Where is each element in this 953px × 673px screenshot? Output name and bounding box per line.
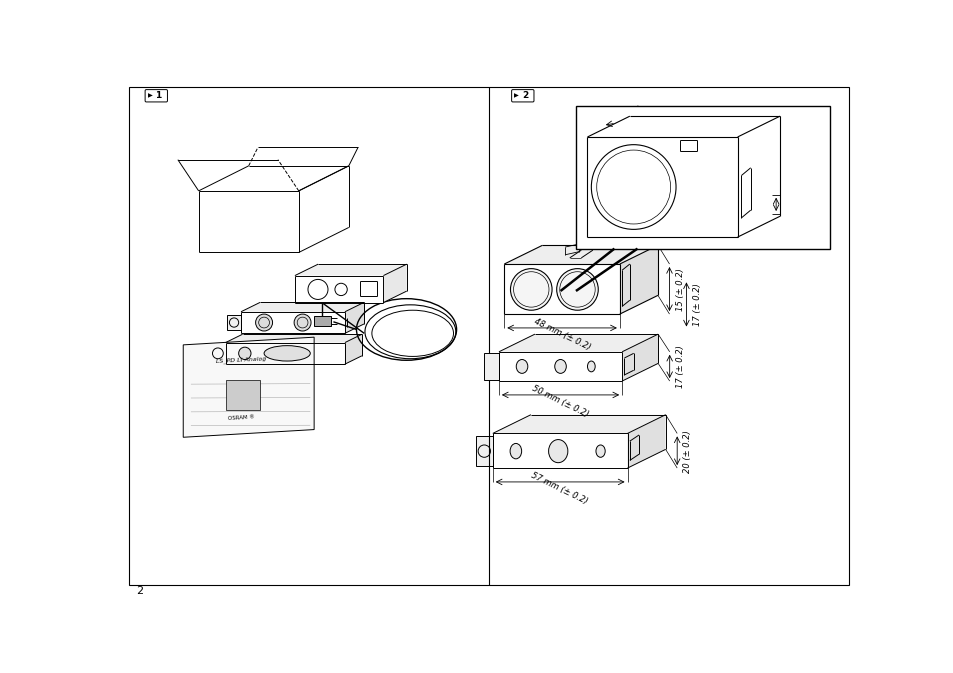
Text: ▶: ▶	[514, 94, 518, 98]
Text: 17 (± 0.2): 17 (± 0.2)	[692, 283, 701, 326]
Polygon shape	[493, 433, 627, 468]
FancyBboxPatch shape	[314, 316, 331, 326]
Ellipse shape	[555, 359, 566, 374]
Text: o: o	[302, 277, 306, 282]
Polygon shape	[627, 415, 665, 468]
Polygon shape	[493, 415, 665, 433]
Circle shape	[557, 269, 598, 310]
Text: OSRAM ®: OSRAM ®	[227, 415, 254, 421]
Text: 2: 2	[521, 92, 528, 100]
Polygon shape	[225, 343, 345, 364]
Polygon shape	[619, 246, 658, 314]
Text: LS_PD LI Analog: LS_PD LI Analog	[215, 356, 266, 364]
Bar	[483, 353, 498, 380]
Polygon shape	[504, 264, 619, 314]
Text: 1,8 mm: 1,8 mm	[781, 189, 798, 220]
Polygon shape	[345, 334, 361, 364]
Text: □: □	[352, 264, 356, 269]
Text: 2: 2	[135, 586, 143, 596]
Polygon shape	[294, 275, 383, 303]
Text: 48 mm (± 0.2): 48 mm (± 0.2)	[532, 316, 591, 352]
Text: 57 mm (± 0.2): 57 mm (± 0.2)	[530, 470, 589, 505]
Text: 1: 1	[155, 92, 162, 100]
Ellipse shape	[264, 346, 310, 361]
Polygon shape	[225, 334, 361, 343]
Ellipse shape	[587, 361, 595, 371]
Polygon shape	[498, 352, 621, 381]
Text: 1,9 mm: 1,9 mm	[612, 103, 642, 125]
Text: 50 mm (± 0.2): 50 mm (± 0.2)	[530, 384, 590, 419]
Text: ▶: ▶	[148, 94, 152, 98]
Bar	[210, 345, 225, 362]
Text: 20 (± 0.2): 20 (± 0.2)	[682, 429, 692, 472]
Text: 17 (± 0.2): 17 (± 0.2)	[676, 345, 684, 388]
Bar	[225, 380, 260, 411]
Circle shape	[294, 314, 311, 331]
Polygon shape	[294, 264, 406, 275]
Bar	[476, 435, 493, 466]
Circle shape	[510, 269, 552, 310]
Ellipse shape	[516, 359, 527, 374]
Text: 15 (± 0.2): 15 (± 0.2)	[675, 268, 684, 311]
Ellipse shape	[238, 347, 251, 359]
Polygon shape	[345, 302, 364, 333]
Polygon shape	[183, 337, 314, 437]
Polygon shape	[504, 246, 658, 264]
Polygon shape	[621, 334, 658, 381]
Polygon shape	[241, 302, 364, 312]
Ellipse shape	[510, 444, 521, 459]
Polygon shape	[383, 264, 406, 303]
Ellipse shape	[548, 439, 567, 462]
Bar	[227, 315, 241, 330]
Polygon shape	[498, 334, 658, 352]
Bar	[576, 106, 829, 248]
Ellipse shape	[596, 445, 604, 457]
Circle shape	[255, 314, 273, 331]
Polygon shape	[241, 312, 345, 333]
Text: _: _	[308, 277, 310, 281]
